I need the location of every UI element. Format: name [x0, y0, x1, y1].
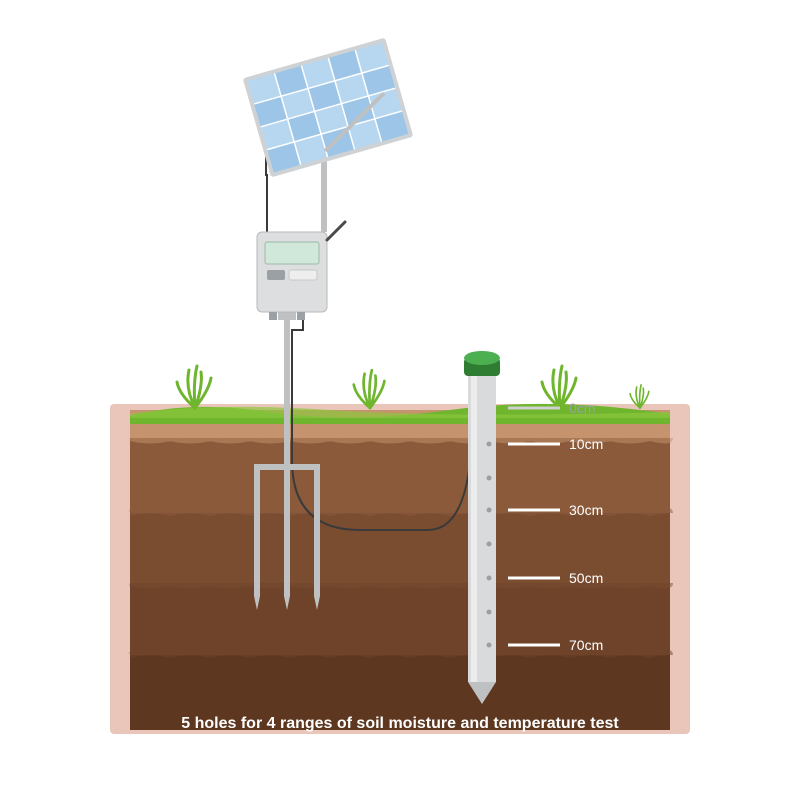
- depth-label-50: 50cm: [569, 570, 603, 586]
- depth-label-30: 30cm: [569, 502, 603, 518]
- depth-label-0: 0cm: [569, 400, 595, 416]
- depth-label-10: 10cm: [569, 436, 603, 452]
- diagram-stage: 0cm 10cm 30cm 50cm 70cm 5 holes for 4 ra…: [0, 0, 800, 800]
- depth-label-70: 70cm: [569, 637, 603, 653]
- caption-text: 5 holes for 4 ranges of soil moisture an…: [181, 715, 618, 733]
- diagram-svg: [0, 0, 800, 800]
